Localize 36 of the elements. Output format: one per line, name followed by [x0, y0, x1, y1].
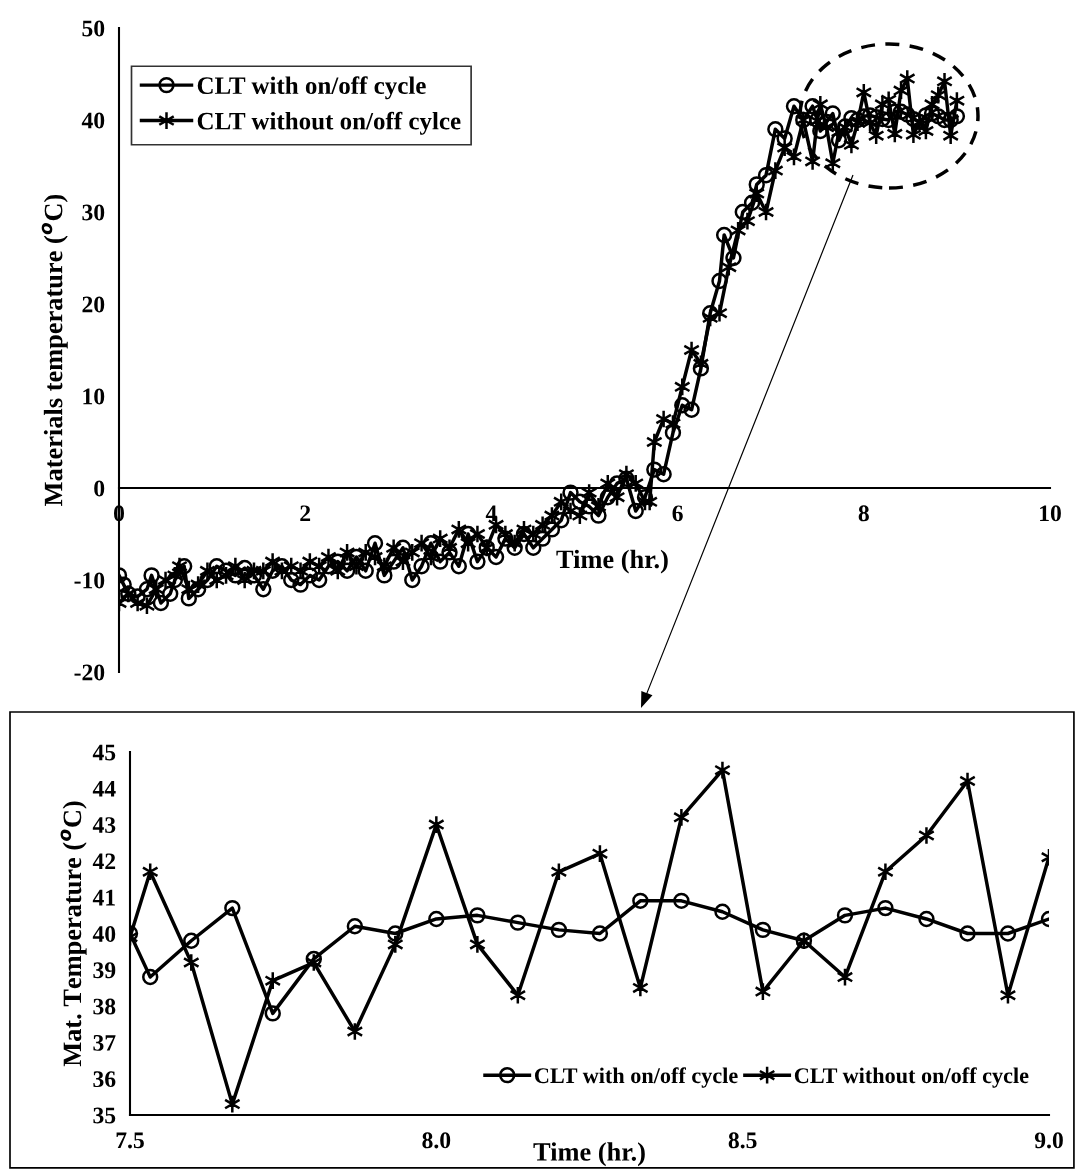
y-tick-label: 39 [93, 962, 116, 979]
y-tick-label: 40 [92, 925, 116, 942]
y-tick-label: 40 [81, 112, 105, 129]
y-tick-label: 0 [94, 480, 105, 497]
x-tick-label: 4 [485, 505, 497, 522]
y-tick-label: 35 [93, 1107, 116, 1124]
y-tick-label: 37 [93, 1034, 116, 1051]
x-tick-label: 10 [1040, 505, 1061, 522]
y-tick-label: 20 [82, 296, 105, 313]
legend-label: CLT without on/off cylce [197, 111, 461, 135]
y-tick-label: 42 [92, 853, 116, 870]
y-tick-label: 44 [92, 780, 116, 797]
y-tick-label: 36 [93, 1071, 116, 1088]
y-axis-title: Materials temperature ($^{o}$C) [41, 194, 68, 506]
y-tick-label: 41 [92, 889, 115, 906]
y-tick-label: -20 [74, 664, 105, 681]
x-axis-title: Time (hr.) [556, 549, 668, 574]
x-tick-label: 7.5 [116, 1132, 144, 1149]
y-tick-label: 45 [92, 744, 116, 761]
y-tick-label: 38 [93, 998, 116, 1015]
x-tick-label: 2 [300, 505, 311, 522]
x-tick-label: 8.5 [728, 1132, 757, 1149]
y-tick-label: 10 [83, 388, 105, 405]
x-tick-label: 6 [672, 505, 683, 522]
y-tick-label: 30 [82, 204, 105, 221]
legend-label: CLT with on/off cycle [197, 76, 426, 100]
y-axis-title: Mat. Temperature ($^{o}$C) [60, 801, 87, 1067]
x-tick-label: 9.0 [1034, 1132, 1063, 1149]
x-tick-label: 8 [858, 505, 869, 522]
legend-label: CLT without on/off cycle [794, 1067, 1029, 1088]
x-tick-label: 8.0 [422, 1132, 451, 1149]
y-tick-label: 43 [92, 817, 116, 834]
legend-label: CLT with on/off cycle [534, 1067, 738, 1088]
y-tick-label: -10 [74, 572, 105, 589]
x-axis-title: Time (hr.) [533, 1142, 645, 1167]
y-tick-label: 50 [82, 20, 105, 37]
